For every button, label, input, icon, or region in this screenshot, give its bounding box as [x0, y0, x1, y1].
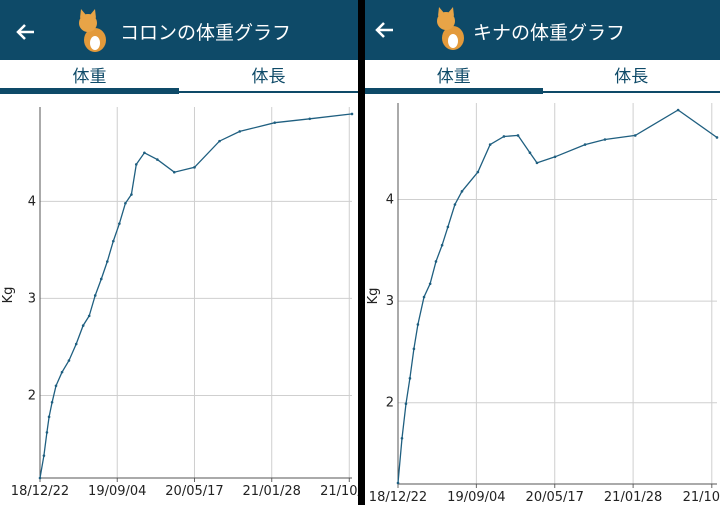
- back-arrow[interactable]: [16, 24, 34, 40]
- data-point: [528, 151, 532, 155]
- y-tick-label: 3: [28, 291, 36, 306]
- x-tick-label: 20/05/17: [165, 484, 223, 499]
- chart: 2 3 4 18/12/22 19/09/04 20/05/17 21/01/28 21/10…: [366, 103, 720, 505]
- data-point: [535, 161, 539, 165]
- cat-icon: [79, 9, 106, 52]
- tab-indicator: [0, 88, 179, 94]
- x-tick-label: 18/12/22: [369, 490, 427, 505]
- data-point: [42, 454, 46, 457]
- data-point: [38, 476, 42, 480]
- x-tick-label: 19/09/04: [447, 490, 505, 505]
- data-point: [412, 347, 416, 351]
- tab-divider: [0, 91, 358, 93]
- data-point: [124, 201, 127, 205]
- data-point: [172, 170, 176, 174]
- screen-title: キナの体重グラフ: [473, 22, 626, 44]
- data-point: [193, 166, 196, 169]
- chart: 2 3 4 18/12/22 19/09/04 20/05/17 21/01/28 21/10…: [1, 107, 358, 499]
- data-point: [434, 260, 438, 263]
- data-point: [460, 190, 464, 193]
- tab[interactable]: 体重: [72, 67, 107, 87]
- data-point: [350, 112, 354, 116]
- data-point: [603, 138, 607, 141]
- data-point: [440, 243, 444, 247]
- data-point: [428, 282, 432, 286]
- cat-icon: [437, 7, 464, 50]
- data-point: [130, 193, 133, 196]
- tab[interactable]: 体長: [251, 67, 286, 87]
- tab[interactable]: 体長: [614, 67, 649, 87]
- data-point: [218, 139, 221, 143]
- y-tick-label: 3: [386, 294, 394, 309]
- data-point: [516, 134, 520, 137]
- x-tick-label: 21/10/12: [320, 484, 358, 499]
- data-point: [74, 342, 78, 346]
- data-point: [502, 135, 506, 138]
- data-point: [134, 163, 138, 166]
- tab-indicator: [365, 88, 543, 94]
- data-point: [416, 323, 420, 326]
- data-point: [453, 203, 457, 206]
- tab[interactable]: 体重: [436, 67, 471, 87]
- header-icons: [16, 9, 106, 52]
- data-point: [105, 260, 109, 263]
- tab-bar: 体重 体長: [0, 60, 358, 95]
- data-point: [60, 370, 64, 374]
- data-point: [273, 121, 277, 124]
- tab-divider: [365, 91, 720, 93]
- data-point: [47, 415, 51, 419]
- screen-title: コロンの体重グラフ: [120, 22, 292, 44]
- data-point: [93, 294, 97, 297]
- data-point: [238, 130, 242, 133]
- x-tick-label: 21/01/28: [604, 490, 662, 505]
- data-point: [488, 143, 492, 146]
- y-axis-label: Kg: [1, 287, 16, 304]
- data-point: [50, 400, 54, 404]
- data-point: [99, 277, 103, 281]
- app-header: キナの体重グラフ: [365, 0, 720, 60]
- tab-bar: 体重 体長: [365, 60, 720, 95]
- data-point: [54, 384, 58, 388]
- x-tick-label: 19/09/04: [88, 484, 146, 499]
- data-point: [112, 239, 115, 243]
- data-point: [396, 481, 400, 485]
- y-axis-label: Kg: [366, 288, 381, 305]
- app-header: コロンの体重グラフ: [0, 0, 358, 60]
- data-point: [583, 143, 587, 146]
- x-tick-label: 18/12/22: [11, 484, 69, 499]
- y-tick-label: 4: [28, 194, 36, 209]
- data-point: [408, 377, 412, 380]
- data-point: [45, 431, 49, 434]
- data-point: [446, 225, 450, 229]
- app-screen: コロンの体重グラフ 体重 体長 2 3 4 18/12/22 19/09/04 20/05…: [0, 0, 358, 505]
- data-point: [422, 295, 426, 299]
- data-point: [633, 134, 637, 137]
- data-point: [676, 108, 680, 112]
- weight-line: [39, 113, 353, 479]
- y-tick-label: 4: [386, 192, 394, 207]
- x-tick-label: 21/01/28: [243, 484, 301, 499]
- data-point: [308, 117, 312, 121]
- data-point: [715, 136, 719, 139]
- x-tick-label: 20/05/17: [526, 490, 584, 505]
- x-tick-label: 21/10/12: [683, 490, 720, 505]
- data-point: [404, 402, 408, 406]
- header-icons: [375, 7, 464, 50]
- data-point: [81, 324, 85, 327]
- weight-line: [397, 109, 718, 484]
- data-point: [156, 158, 159, 161]
- data-point: [118, 222, 121, 225]
- data-point: [400, 436, 404, 440]
- app-screen: キナの体重グラフ 体重 体長 2 3 4 18/12/22 19/09/04 20/05/…: [365, 0, 720, 505]
- data-point: [553, 155, 557, 159]
- data-point: [87, 314, 91, 318]
- data-point: [476, 170, 480, 174]
- data-point: [67, 359, 71, 362]
- back-arrow[interactable]: [375, 22, 393, 38]
- y-tick-label: 2: [386, 396, 394, 411]
- y-tick-label: 2: [28, 388, 36, 403]
- data-point: [143, 151, 146, 155]
